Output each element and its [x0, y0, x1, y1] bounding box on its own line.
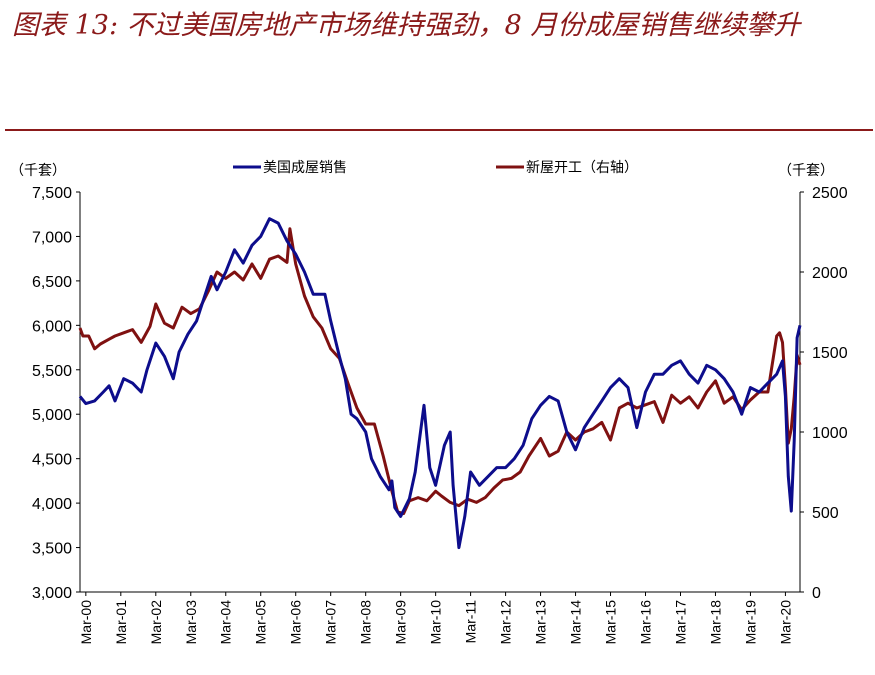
- left-tick-label: 7,000: [32, 229, 72, 246]
- right-tick-label: 0: [812, 585, 821, 602]
- right-axis-unit: （千套）: [778, 163, 834, 179]
- title-underline: [5, 129, 873, 131]
- x-tick-label: Mar-16: [638, 600, 654, 645]
- legend-label: 美国成屋销售: [263, 160, 347, 176]
- right-tick-label: 2500: [812, 185, 848, 202]
- x-tick-label: Mar-19: [742, 600, 758, 645]
- x-axis-ticks: Mar-00 Mar-01 Mar-02 Mar-03 Mar-04 Mar-05 Mar-…: [78, 592, 793, 645]
- series-line-housing-starts: [78, 227, 802, 516]
- left-tick-label: 4,500: [32, 452, 72, 469]
- legend: 美国成屋销售 新屋开工（右轴）: [233, 160, 638, 176]
- x-tick-label: Mar-08: [358, 600, 374, 645]
- x-tick-label: Mar-00: [78, 600, 94, 645]
- x-tick-label: Mar-17: [672, 600, 688, 645]
- series-line-existing-home-sales: [78, 217, 802, 550]
- left-tick-label: 5,000: [32, 407, 72, 424]
- legend-label: 新屋开工（右轴）: [526, 160, 638, 176]
- right-tick-label: 1000: [812, 425, 848, 442]
- left-tick-label: 6,500: [32, 274, 72, 291]
- left-axis-unit: （千套）: [10, 163, 66, 179]
- x-tick-label: Mar-14: [568, 600, 584, 645]
- left-tick-label: 7,500: [32, 185, 72, 202]
- x-tick-label: Mar-06: [288, 600, 304, 645]
- x-tick-label: Mar-03: [183, 600, 199, 645]
- left-tick-label: 6,000: [32, 318, 72, 335]
- x-tick-label: Mar-02: [148, 600, 164, 645]
- legend-existing-home-sales: 美国成屋销售: [233, 160, 347, 176]
- left-axis-ticks: 3,000 3,500 4,000 4,500 5,000 5,500 6,000 6,500…: [32, 185, 80, 602]
- x-tick-label: Mar-18: [707, 600, 723, 645]
- x-tick-label: Mar-01: [113, 600, 129, 645]
- left-tick-label: 3,500: [32, 541, 72, 558]
- x-tick-label: Mar-05: [253, 600, 269, 645]
- right-axis-ticks: 0 500 1000 1500 2000 2500: [800, 185, 848, 602]
- plot-frame: [79, 192, 801, 593]
- right-tick-label: 1500: [812, 345, 848, 362]
- x-tick-label: Mar-11: [463, 600, 479, 644]
- right-tick-label: 500: [812, 505, 839, 522]
- chart-title: 图表 13: 不过美国房地产市场维持强劲，8 月份成屋销售继续攀升: [12, 10, 801, 41]
- legend-housing-starts: 新屋开工（右轴）: [496, 160, 638, 176]
- x-tick-label: Mar-15: [603, 600, 619, 645]
- x-tick-label: Mar-13: [533, 600, 549, 645]
- x-tick-label: Mar-20: [777, 600, 793, 645]
- x-tick-label: Mar-04: [218, 600, 234, 645]
- x-tick-label: Mar-07: [323, 600, 339, 645]
- x-tick-label: Mar-12: [498, 600, 514, 645]
- left-tick-label: 4,000: [32, 496, 72, 513]
- left-tick-label: 5,500: [32, 363, 72, 380]
- right-tick-label: 2000: [812, 265, 848, 282]
- x-tick-label: Mar-09: [393, 600, 409, 645]
- left-tick-label: 3,000: [32, 585, 72, 602]
- x-tick-label: Mar-10: [428, 600, 444, 645]
- series-lines: [78, 217, 802, 550]
